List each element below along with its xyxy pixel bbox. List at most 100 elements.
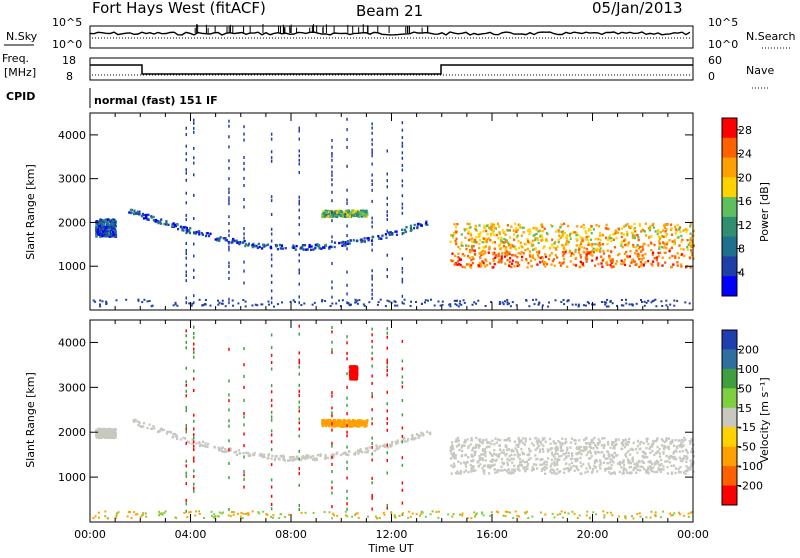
echo-cell — [114, 225, 117, 228]
streak-cell — [193, 126, 195, 130]
floor-cell — [104, 510, 107, 513]
streak-cell — [346, 476, 348, 480]
echo-cell — [114, 231, 117, 234]
echo-cell — [661, 234, 664, 238]
echo-cell — [188, 231, 192, 235]
floor-cell — [509, 305, 512, 308]
streak-cell — [185, 502, 187, 506]
echo-cell — [380, 237, 383, 240]
echo-cell — [645, 437, 648, 441]
colorbar-swatch — [722, 388, 737, 409]
echo-cell — [566, 446, 569, 449]
floor-cell — [477, 299, 480, 302]
floor-cell — [332, 512, 334, 515]
streak-cell — [228, 215, 230, 219]
echo-cell — [615, 454, 618, 457]
floor-cell — [220, 512, 223, 515]
echo-cell — [327, 419, 330, 422]
floor-cell — [99, 305, 102, 308]
streak-cell — [371, 288, 373, 292]
echo-cell — [559, 444, 562, 447]
streak-cell — [243, 167, 245, 171]
floor-cell — [246, 512, 249, 515]
echo-cell — [478, 262, 481, 265]
echo-cell — [172, 432, 175, 436]
echo-cell — [309, 456, 312, 459]
floor-cell — [562, 516, 564, 519]
floor-cell — [593, 303, 596, 306]
streak-cell — [185, 340, 187, 344]
echo-cell — [455, 242, 458, 246]
echo-cell — [110, 433, 113, 436]
echo-cell — [263, 455, 266, 459]
echo-cell — [450, 452, 453, 455]
echo-cell — [101, 220, 105, 223]
streak-cell — [401, 501, 404, 505]
echo-cell — [510, 449, 513, 453]
echo-cell — [491, 458, 494, 461]
floor-cell — [415, 513, 418, 516]
echo-cell — [253, 451, 256, 455]
echo-cell — [470, 455, 473, 458]
echo-cell — [556, 256, 559, 259]
floor-cell — [632, 517, 635, 520]
echo-cell — [489, 460, 492, 463]
power-panel-frame — [89, 112, 694, 311]
echo-cell — [353, 453, 356, 456]
echo-cell — [611, 459, 614, 462]
echo-cell — [403, 436, 406, 440]
echo-cell — [550, 263, 553, 266]
streak-cell — [371, 436, 373, 440]
streak-cell — [331, 173, 333, 177]
streak-cell — [298, 449, 300, 453]
echo-cell — [491, 252, 494, 255]
streak-cell — [386, 213, 388, 217]
echo-cell — [513, 233, 516, 236]
streak-cell — [228, 145, 230, 149]
echo-cell — [612, 441, 615, 444]
floor-cell — [449, 305, 452, 308]
echo-cell — [219, 236, 222, 239]
echo-cell — [114, 428, 118, 432]
floor-cell — [136, 513, 139, 516]
streak-cell — [243, 423, 245, 427]
floor-cell — [620, 304, 623, 307]
echo-cell — [103, 431, 106, 434]
echo-cell — [598, 441, 601, 444]
echo-cell — [591, 254, 594, 257]
echo-cell — [614, 439, 617, 443]
streak-cell — [228, 202, 230, 206]
colorbar-tick-label: 100 — [738, 363, 759, 376]
echo-cell — [500, 246, 503, 250]
echo-cell — [108, 231, 111, 235]
floor-cell — [437, 510, 440, 513]
echo-cell — [666, 460, 669, 463]
echo-cell — [574, 264, 578, 267]
echo-cell — [623, 225, 626, 228]
streak-cell — [270, 257, 273, 261]
echo-cell — [104, 233, 108, 237]
echo-cell — [597, 237, 600, 241]
echo-cell — [316, 453, 319, 457]
echo-cell — [691, 447, 694, 451]
streak-cell — [270, 296, 273, 300]
echo-cell — [621, 227, 624, 230]
echo-cell — [599, 463, 602, 466]
echo-cell — [364, 214, 367, 217]
echo-cell — [660, 467, 663, 471]
echo-cell — [588, 252, 591, 255]
echo-cell — [684, 472, 687, 475]
floor-cell — [278, 517, 281, 519]
echo-cell — [410, 438, 413, 441]
echo-cell — [132, 212, 135, 215]
echo-cell — [658, 240, 661, 243]
streak-cell — [331, 470, 333, 473]
streak-cell — [243, 156, 245, 159]
echo-cell — [220, 449, 223, 452]
floor-cell — [571, 303, 574, 306]
echo-cell — [133, 209, 136, 212]
echo-cell — [513, 468, 516, 471]
streak-cell — [346, 445, 348, 449]
streak-cell — [331, 210, 333, 214]
